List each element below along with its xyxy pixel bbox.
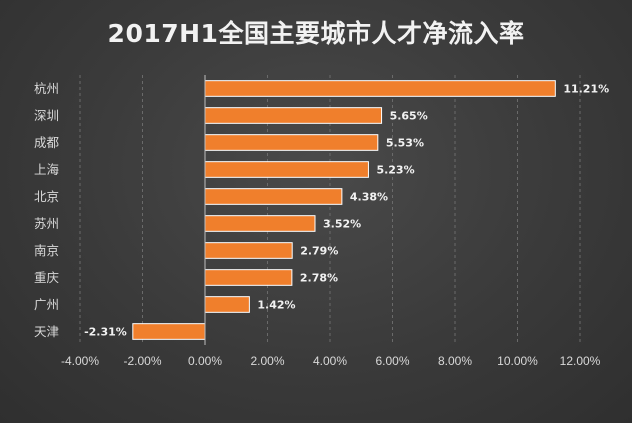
x-tick-label: 12.00% bbox=[560, 354, 601, 368]
x-tick-label: 6.00% bbox=[375, 354, 409, 368]
bar-广州 bbox=[204, 296, 250, 313]
bar-成都 bbox=[204, 134, 379, 151]
x-tick-label: 8.00% bbox=[438, 354, 472, 368]
x-tick-label: 0.00% bbox=[188, 354, 222, 368]
bar-上海 bbox=[204, 161, 369, 178]
category-label: 广州 bbox=[34, 297, 59, 312]
category-label: 上海 bbox=[34, 162, 60, 177]
bar-重庆 bbox=[204, 269, 293, 286]
bar-南京 bbox=[204, 242, 293, 259]
category-label: 成都 bbox=[34, 135, 60, 150]
bar-天津 bbox=[132, 323, 206, 340]
category-label: 南京 bbox=[34, 243, 59, 258]
value-label: 5.23% bbox=[376, 164, 414, 177]
category-label: 苏州 bbox=[34, 216, 59, 231]
x-tick-label: 4.00% bbox=[313, 354, 347, 368]
chart-title: 2017H1全国主要城市人才净流入率 bbox=[107, 19, 525, 48]
x-tick-label: -4.00% bbox=[61, 354, 99, 368]
category-label: 北京 bbox=[34, 189, 59, 204]
category-label: 重庆 bbox=[34, 270, 60, 285]
x-tick-label: 2.00% bbox=[250, 354, 284, 368]
bar-深圳 bbox=[204, 107, 383, 124]
value-label: 5.65% bbox=[390, 110, 428, 123]
category-label: 天津 bbox=[34, 324, 59, 339]
x-tick-label: 10.00% bbox=[497, 354, 538, 368]
value-label: -2.31% bbox=[84, 326, 127, 339]
value-label: 1.42% bbox=[257, 299, 295, 312]
value-label: 5.53% bbox=[386, 137, 424, 150]
value-label: 2.78% bbox=[300, 272, 338, 285]
bar-苏州 bbox=[204, 215, 316, 232]
value-label: 11.21% bbox=[563, 83, 609, 96]
x-tick-label: -2.00% bbox=[123, 354, 161, 368]
value-label: 3.52% bbox=[323, 218, 361, 231]
category-label: 深圳 bbox=[34, 108, 59, 123]
value-label: 4.38% bbox=[350, 191, 388, 204]
value-label: 2.79% bbox=[300, 245, 338, 258]
bar-杭州 bbox=[204, 80, 556, 97]
bar-北京 bbox=[204, 188, 343, 205]
category-label: 杭州 bbox=[34, 81, 59, 96]
